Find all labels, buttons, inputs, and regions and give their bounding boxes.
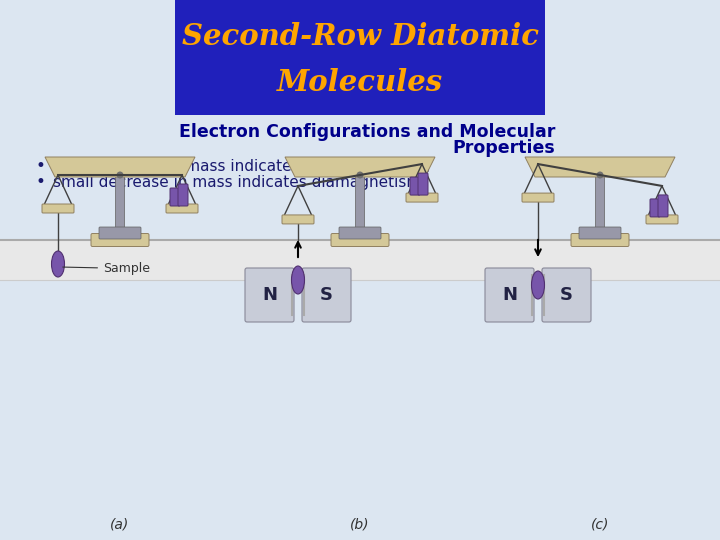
FancyBboxPatch shape — [522, 193, 554, 202]
Text: Molecules: Molecules — [277, 68, 443, 97]
Text: Sample: Sample — [63, 262, 150, 275]
FancyBboxPatch shape — [650, 199, 660, 217]
Text: Electron Configurations and Molecular: Electron Configurations and Molecular — [179, 123, 555, 141]
FancyBboxPatch shape — [282, 215, 314, 224]
FancyBboxPatch shape — [579, 227, 621, 239]
Text: (b): (b) — [350, 518, 370, 532]
FancyBboxPatch shape — [356, 174, 364, 235]
FancyBboxPatch shape — [418, 173, 428, 195]
Text: N: N — [502, 286, 517, 304]
Text: S: S — [320, 286, 333, 304]
Text: (a): (a) — [110, 518, 130, 532]
Text: Second-Row Diatomic: Second-Row Diatomic — [181, 22, 539, 51]
FancyBboxPatch shape — [91, 233, 149, 246]
Circle shape — [356, 172, 364, 179]
Text: •: • — [35, 173, 45, 191]
Circle shape — [117, 172, 124, 179]
FancyBboxPatch shape — [646, 215, 678, 224]
Circle shape — [596, 172, 603, 179]
Text: Properties: Properties — [452, 139, 555, 157]
FancyBboxPatch shape — [339, 227, 381, 239]
FancyBboxPatch shape — [115, 174, 125, 235]
Polygon shape — [285, 157, 435, 177]
Text: S: S — [560, 286, 573, 304]
FancyBboxPatch shape — [166, 204, 198, 213]
FancyBboxPatch shape — [406, 193, 438, 202]
Polygon shape — [45, 157, 195, 177]
FancyBboxPatch shape — [595, 174, 605, 235]
Text: N: N — [262, 286, 277, 304]
FancyBboxPatch shape — [331, 233, 389, 246]
FancyBboxPatch shape — [42, 204, 74, 213]
FancyBboxPatch shape — [658, 195, 668, 217]
Text: •: • — [35, 157, 45, 175]
Ellipse shape — [292, 266, 305, 294]
FancyBboxPatch shape — [178, 184, 188, 206]
Text: small decrease in mass indicates diamagnetism.: small decrease in mass indicates diamagn… — [53, 174, 426, 190]
Polygon shape — [525, 157, 675, 177]
Bar — [0, 240, 720, 280]
FancyBboxPatch shape — [410, 177, 420, 195]
FancyBboxPatch shape — [245, 268, 294, 322]
Ellipse shape — [531, 271, 544, 299]
Ellipse shape — [52, 251, 65, 277]
Text: large increase in mass indicates paramagnetism,: large increase in mass indicates paramag… — [53, 159, 431, 173]
FancyBboxPatch shape — [302, 268, 351, 322]
FancyBboxPatch shape — [571, 233, 629, 246]
FancyBboxPatch shape — [99, 227, 141, 239]
FancyBboxPatch shape — [485, 268, 534, 322]
FancyBboxPatch shape — [170, 188, 180, 206]
FancyBboxPatch shape — [542, 268, 591, 322]
Bar — [175, 0, 545, 115]
Text: (c): (c) — [591, 518, 609, 532]
